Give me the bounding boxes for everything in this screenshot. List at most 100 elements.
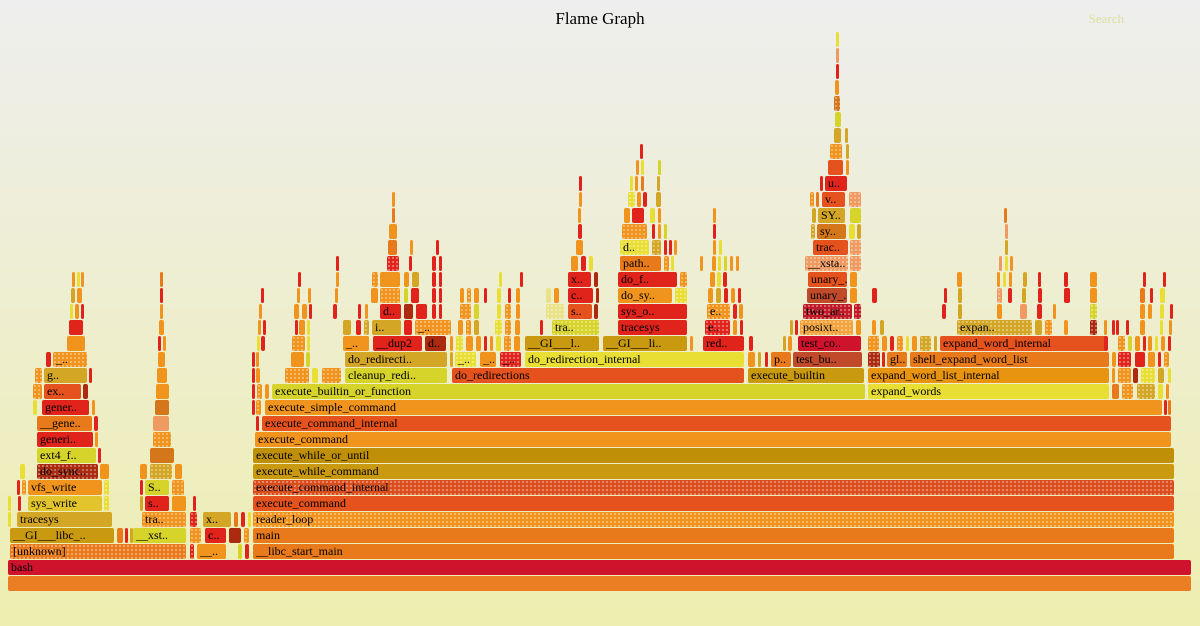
flame-frame[interactable] (343, 320, 351, 335)
flame-frame[interactable] (508, 288, 511, 303)
flame-frame[interactable] (1118, 336, 1125, 351)
flame-frame[interactable] (153, 416, 169, 431)
flame-frame[interactable] (439, 272, 442, 287)
flame-frame[interactable] (484, 336, 487, 351)
frame-unary[interactable]: unary_.. (808, 272, 847, 287)
flame-frame[interactable] (834, 128, 841, 143)
flame-frame[interactable] (248, 512, 251, 527)
flame-frame[interactable] (291, 352, 304, 367)
flame-frame[interactable] (690, 336, 693, 351)
flame-frame[interactable] (256, 416, 259, 431)
flame-frame[interactable] (997, 272, 1000, 287)
frame-p[interactable]: p.. (771, 352, 791, 367)
flame-frame[interactable] (836, 32, 839, 47)
frame-execute-builtin-or-function[interactable]: execute_builtin_or_function (272, 384, 865, 399)
flame-frame[interactable] (640, 144, 643, 159)
flame-frame[interactable] (8, 496, 11, 511)
flame-frame[interactable] (850, 272, 857, 287)
flame-frame[interactable] (172, 496, 186, 511)
flame-frame[interactable] (912, 336, 917, 351)
flame-frame[interactable] (410, 240, 413, 255)
frame-GI-l[interactable]: __GI___l.. (525, 336, 599, 351)
flame-frame[interactable] (257, 384, 262, 399)
flame-frame[interactable] (190, 512, 197, 527)
flame-frame[interactable] (117, 528, 123, 543)
flame-frame[interactable] (265, 384, 269, 399)
frame-generi[interactable]: generi.. (37, 432, 93, 447)
flame-frame[interactable] (380, 272, 400, 287)
flame-frame[interactable] (765, 352, 768, 367)
flame-frame[interactable] (675, 288, 687, 303)
flame-frame[interactable] (505, 304, 511, 319)
frame-tracesys[interactable]: tracesys (618, 320, 687, 335)
flame-frame[interactable] (499, 272, 502, 287)
frame-sys-write[interactable]: sys_write (28, 496, 102, 511)
frame-SY[interactable]: SY.. (818, 208, 845, 223)
frame-main[interactable]: main (253, 528, 1174, 543)
flame-frame[interactable] (411, 288, 419, 303)
flame-frame[interactable] (172, 480, 184, 495)
frame-u[interactable]: u.. (825, 176, 847, 191)
flame-frame[interactable] (999, 256, 1002, 271)
flame-frame[interactable] (664, 256, 669, 271)
flame-frame[interactable] (1135, 352, 1145, 367)
frame-execute-command-internal[interactable]: execute_command_internal (262, 416, 1171, 431)
flame-frame[interactable] (846, 144, 849, 159)
flame-frame[interactable] (540, 320, 543, 335)
flame-frame[interactable] (130, 528, 133, 543)
flame-frame[interactable] (307, 320, 310, 335)
flame-frame[interactable] (160, 288, 163, 303)
flame-frame[interactable] (159, 320, 164, 335)
flame-frame[interactable] (1112, 352, 1116, 367)
flame-frame[interactable] (75, 304, 79, 319)
flame-frame[interactable] (1064, 288, 1070, 303)
flame-frame[interactable] (1160, 320, 1163, 335)
flame-frame[interactable] (1140, 304, 1145, 319)
frame-g[interactable]: g.. (44, 368, 87, 383)
flame-frame[interactable] (72, 272, 75, 287)
flame-frame[interactable] (934, 336, 937, 351)
frame-cleanup-redi[interactable]: cleanup_redi.. (345, 368, 447, 383)
flame-frame[interactable] (294, 304, 299, 319)
flame-frame[interactable] (811, 224, 815, 239)
flame-frame[interactable] (739, 304, 743, 319)
flame-frame[interactable] (1112, 368, 1115, 383)
flame-frame[interactable] (356, 320, 361, 335)
flame-frame[interactable] (652, 224, 655, 239)
flame-frame[interactable] (460, 304, 471, 319)
flame-frame[interactable] (456, 336, 463, 351)
flame-frame[interactable] (450, 352, 453, 367)
flame-frame[interactable] (476, 336, 481, 351)
flame-frame[interactable] (812, 208, 816, 223)
flame-frame[interactable] (516, 288, 520, 303)
flame-frame[interactable] (736, 256, 739, 271)
frame-c[interactable]: c.. (568, 288, 593, 303)
flame-frame[interactable] (371, 288, 378, 303)
flame-frame[interactable] (153, 432, 171, 447)
flame-frame[interactable] (256, 368, 260, 383)
flame-frame[interactable] (1133, 368, 1138, 383)
flame-frame[interactable] (1166, 384, 1169, 399)
flame-frame[interactable] (467, 288, 471, 303)
flame-frame[interactable] (749, 336, 753, 351)
flame-frame[interactable] (436, 240, 439, 255)
flame-frame[interactable] (997, 288, 1002, 303)
flame-frame[interactable] (514, 336, 520, 351)
flame-frame[interactable] (256, 400, 261, 415)
frame-two-ar[interactable]: two_ar.. (803, 304, 852, 319)
frame-do-f[interactable]: do_f.. (618, 272, 677, 287)
flame-frame[interactable] (1064, 320, 1068, 335)
frame-expand-word-list-internal[interactable]: expand_word_list_internal (868, 368, 1109, 383)
flame-frame[interactable] (957, 272, 962, 287)
frame-do-redirections[interactable]: do_redirections (452, 368, 744, 383)
frame-expan[interactable]: expan.. (957, 320, 1032, 335)
flame-frame[interactable] (635, 176, 638, 191)
flame-frame[interactable] (1161, 336, 1165, 351)
flame-frame[interactable] (710, 272, 715, 287)
flame-frame[interactable] (160, 304, 163, 319)
flame-frame[interactable] (1020, 304, 1027, 319)
flame-frame[interactable] (1112, 384, 1119, 399)
flame-frame[interactable] (336, 272, 339, 287)
flame-frame[interactable] (850, 208, 861, 223)
flame-frame[interactable] (46, 352, 51, 367)
